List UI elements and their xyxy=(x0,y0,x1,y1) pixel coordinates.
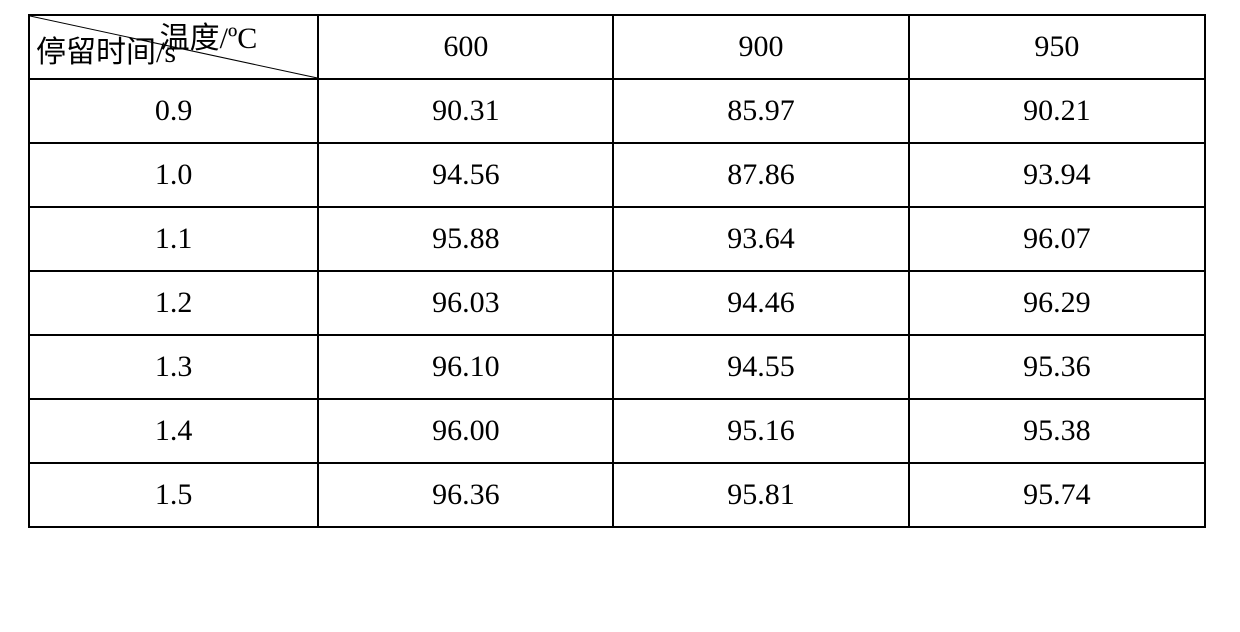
table-cell: 96.07 xyxy=(909,207,1205,271)
data-table: 温度/ºC 停留时间/s 600 900 950 0.9 90.31 85.97… xyxy=(28,14,1206,528)
row-header: 1.4 xyxy=(29,399,318,463)
table-cell: 95.16 xyxy=(613,399,908,463)
table-cell: 96.36 xyxy=(318,463,613,527)
row-header: 1.3 xyxy=(29,335,318,399)
table-cell: 94.55 xyxy=(613,335,908,399)
column-header: 600 xyxy=(318,15,613,79)
table-body: 温度/ºC 停留时间/s 600 900 950 0.9 90.31 85.97… xyxy=(29,15,1205,527)
row-header: 0.9 xyxy=(29,79,318,143)
table-row: 1.3 96.10 94.55 95.36 xyxy=(29,335,1205,399)
row-header: 1.5 xyxy=(29,463,318,527)
column-header: 950 xyxy=(909,15,1205,79)
table-header-row: 温度/ºC 停留时间/s 600 900 950 xyxy=(29,15,1205,79)
table-cell: 93.94 xyxy=(909,143,1205,207)
table-cell: 95.38 xyxy=(909,399,1205,463)
table-cell: 96.00 xyxy=(318,399,613,463)
table-cell: 93.64 xyxy=(613,207,908,271)
table-row: 1.5 96.36 95.81 95.74 xyxy=(29,463,1205,527)
table-row: 1.1 95.88 93.64 96.07 xyxy=(29,207,1205,271)
table-cell: 87.86 xyxy=(613,143,908,207)
column-header: 900 xyxy=(613,15,908,79)
table-row: 0.9 90.31 85.97 90.21 xyxy=(29,79,1205,143)
page-container: 温度/ºC 停留时间/s 600 900 950 0.9 90.31 85.97… xyxy=(0,0,1240,632)
table-cell: 95.81 xyxy=(613,463,908,527)
table-cell: 90.31 xyxy=(318,79,613,143)
table-cell: 95.74 xyxy=(909,463,1205,527)
table-cell: 90.21 xyxy=(909,79,1205,143)
table-cell: 94.56 xyxy=(318,143,613,207)
table-row: 1.0 94.56 87.86 93.94 xyxy=(29,143,1205,207)
table-cell: 95.36 xyxy=(909,335,1205,399)
table-cell: 94.46 xyxy=(613,271,908,335)
table-cell: 85.97 xyxy=(613,79,908,143)
table-cell: 96.10 xyxy=(318,335,613,399)
table-cell: 96.03 xyxy=(318,271,613,335)
table-row: 1.4 96.00 95.16 95.38 xyxy=(29,399,1205,463)
table-row: 1.2 96.03 94.46 96.29 xyxy=(29,271,1205,335)
table-cell: 95.88 xyxy=(318,207,613,271)
row-header: 1.1 xyxy=(29,207,318,271)
corner-cell: 温度/ºC 停留时间/s xyxy=(29,15,318,79)
row-header: 1.2 xyxy=(29,271,318,335)
row-header: 1.0 xyxy=(29,143,318,207)
table-cell: 96.29 xyxy=(909,271,1205,335)
corner-bottom-label: 停留时间/s xyxy=(36,38,176,68)
